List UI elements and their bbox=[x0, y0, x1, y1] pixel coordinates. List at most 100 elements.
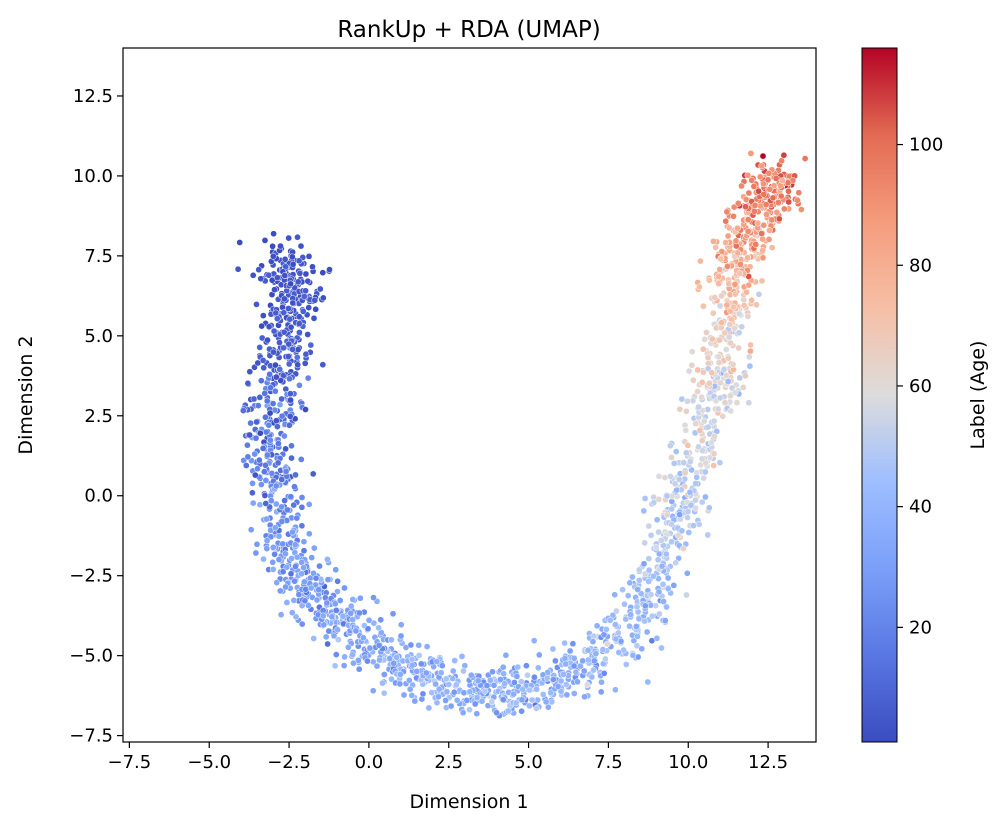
scatter-point bbox=[724, 354, 732, 362]
scatter-point bbox=[721, 399, 729, 407]
scatter-point bbox=[658, 562, 666, 570]
scatter-point bbox=[627, 611, 635, 618]
scatter-point bbox=[260, 555, 267, 563]
scatter-point bbox=[437, 669, 445, 677]
scatter-point bbox=[397, 632, 405, 640]
scatter-point bbox=[290, 597, 298, 604]
scatter-point bbox=[724, 378, 732, 385]
scatter-point bbox=[359, 634, 367, 642]
colorbar-tick-label: 100 bbox=[909, 135, 943, 156]
scatter-point bbox=[315, 586, 323, 594]
scatter-point bbox=[692, 420, 699, 428]
scatter-point bbox=[711, 294, 719, 301]
scatter-point bbox=[757, 202, 764, 210]
scatter-point bbox=[443, 688, 451, 696]
scatter-point bbox=[275, 556, 283, 563]
scatter-point bbox=[742, 196, 750, 203]
scatter-point bbox=[459, 709, 467, 717]
scatter-point bbox=[262, 477, 270, 484]
colorbar-tick-label: 60 bbox=[909, 376, 932, 397]
scatter-point bbox=[445, 681, 453, 688]
scatter-point bbox=[276, 339, 283, 346]
scatter-point bbox=[742, 203, 749, 211]
scatter-point bbox=[278, 518, 286, 525]
scatter-point bbox=[654, 556, 662, 564]
scatter-point bbox=[785, 198, 793, 206]
scatter-point bbox=[722, 372, 730, 379]
scatter-point bbox=[474, 677, 482, 685]
scatter-point bbox=[255, 266, 263, 274]
scatter-point bbox=[745, 353, 753, 361]
scatter-point bbox=[561, 639, 568, 647]
scatter-point bbox=[514, 663, 522, 671]
scatter-point bbox=[722, 239, 729, 246]
scatter-point bbox=[726, 392, 734, 400]
scatter-point bbox=[282, 583, 289, 591]
scatter-point bbox=[523, 662, 530, 670]
scatter-point bbox=[549, 645, 557, 653]
scatter-point bbox=[332, 566, 340, 574]
scatter-point bbox=[452, 681, 460, 689]
scatter-point bbox=[570, 662, 578, 670]
scatter-point bbox=[263, 515, 270, 523]
scatter-point bbox=[747, 341, 754, 349]
scatter-point bbox=[641, 495, 649, 502]
scatter-point bbox=[744, 254, 751, 262]
scatter-point bbox=[488, 698, 496, 706]
scatter-point bbox=[300, 578, 308, 586]
scatter-point bbox=[510, 690, 518, 698]
scatter-point bbox=[719, 412, 727, 420]
scatter-point bbox=[271, 524, 279, 532]
scatter-point bbox=[705, 379, 713, 387]
scatter-point bbox=[331, 600, 339, 608]
scatter-point bbox=[714, 405, 722, 413]
scatter-point bbox=[547, 689, 555, 697]
scatter-point bbox=[423, 643, 431, 650]
scatter-point bbox=[756, 173, 764, 181]
scatter-point bbox=[323, 599, 331, 607]
scatter-point bbox=[435, 685, 443, 693]
scatter-point bbox=[655, 610, 663, 618]
scatter-point bbox=[257, 275, 265, 283]
scatter-point bbox=[251, 450, 259, 458]
scatter-point bbox=[244, 453, 252, 461]
scatter-point bbox=[763, 211, 770, 218]
scatter-point bbox=[740, 302, 748, 309]
scatter-point bbox=[590, 657, 598, 665]
colorbar-label: Label (Age) bbox=[967, 341, 989, 450]
scatter-point bbox=[287, 570, 295, 578]
scatter-point bbox=[287, 390, 294, 398]
scatter-point bbox=[672, 448, 680, 455]
scatter-point bbox=[305, 253, 313, 260]
scatter-point bbox=[262, 500, 270, 507]
scatter-point bbox=[710, 450, 718, 458]
scatter-point bbox=[286, 315, 294, 323]
scatter-point bbox=[764, 176, 772, 184]
scatter-point bbox=[249, 499, 257, 507]
scatter-point bbox=[246, 368, 254, 376]
scatter-point bbox=[543, 674, 551, 682]
scatter-point bbox=[645, 522, 653, 530]
y-axis-label: Dimension 2 bbox=[15, 335, 37, 454]
scatter-point bbox=[376, 656, 383, 664]
scatter-point bbox=[563, 691, 571, 699]
scatter-point bbox=[381, 671, 388, 678]
scatter-point bbox=[709, 309, 717, 317]
scatter-point bbox=[600, 670, 608, 677]
scatter-point bbox=[755, 187, 762, 195]
scatter-point bbox=[534, 664, 542, 672]
scatter-point bbox=[686, 458, 694, 465]
colorbar bbox=[861, 47, 898, 743]
scatter-point bbox=[301, 360, 309, 367]
scatter-point bbox=[766, 185, 774, 193]
scatter-point bbox=[549, 676, 557, 683]
scatter-point bbox=[294, 233, 301, 241]
scatter-point bbox=[451, 657, 459, 664]
scatter-point bbox=[269, 544, 277, 551]
scatter-point bbox=[635, 566, 643, 574]
scatter-point bbox=[375, 624, 382, 632]
scatter-point bbox=[698, 437, 706, 445]
scatter-point bbox=[566, 647, 574, 655]
scatter-point bbox=[281, 497, 288, 504]
